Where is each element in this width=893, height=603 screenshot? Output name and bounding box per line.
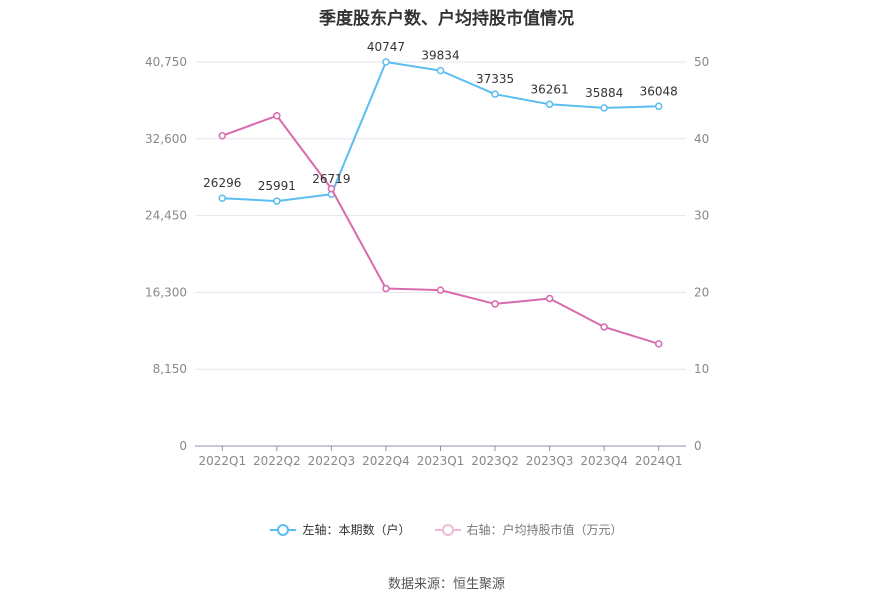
- left-series-point: [545, 100, 554, 109]
- data-label: 26719: [312, 172, 350, 186]
- y-right-tick-label: 30: [694, 209, 709, 223]
- legend-marker-right-icon: [434, 523, 461, 537]
- data-labels: 26296 25991 26719 40747 39834 37335 36261 35884…: [203, 40, 678, 193]
- legend: 左轴：本期数（户） 右轴：户均持股市值（万元）: [0, 521, 893, 538]
- legend-item-left[interactable]: 左轴：本期数（户）: [270, 521, 411, 538]
- left-series-point: [436, 66, 445, 75]
- y-left-tick-label: 32,600: [145, 132, 187, 146]
- data-label: 36048: [640, 84, 678, 98]
- right-series-point: [654, 340, 663, 348]
- data-label: 39834: [421, 49, 459, 63]
- legend-label-left: 左轴：本期数（户）: [302, 523, 411, 537]
- data-label: 25991: [258, 179, 296, 193]
- right-series-point: [273, 112, 281, 120]
- x-tick-label: 2022Q2: [253, 454, 301, 468]
- data-label: 37335: [476, 72, 514, 86]
- y-left-tick-label: 8,150: [153, 362, 187, 376]
- data-label: 35884: [585, 86, 623, 100]
- right-series-point: [436, 286, 445, 294]
- y-left-tick-label: 40,750: [145, 55, 187, 69]
- y-left-tick-label: 0: [179, 439, 187, 453]
- x-tick-label: 2022Q3: [308, 454, 356, 468]
- left-series-point: [382, 58, 390, 66]
- legend-label-right: 右轴：户均持股市值（万元）: [466, 523, 623, 537]
- axes: 0 0 8,150 10 16,300 20 24,450 30 32,600 40 40,750 5…: [145, 55, 709, 468]
- y-left-tick-label: 24,450: [145, 209, 187, 223]
- right-series-point: [491, 300, 499, 308]
- series-lines: [218, 58, 663, 348]
- y-right-tick-label: 0: [694, 439, 702, 453]
- left-series-point: [654, 102, 663, 111]
- left-series-point: [600, 104, 608, 112]
- left-series-point: [273, 197, 281, 205]
- y-right-tick-label: 10: [694, 362, 709, 376]
- left-series-point: [218, 194, 227, 202]
- y-right-tick-label: 20: [694, 285, 709, 299]
- x-tick-label: 2022Q4: [362, 454, 410, 468]
- y-right-tick-label: 50: [694, 55, 709, 69]
- y-left-tick-label: 16,300: [145, 285, 187, 299]
- y-right-tick-label: 40: [694, 132, 709, 146]
- right-series-point: [545, 294, 554, 303]
- x-tick-label: 2022Q1: [198, 454, 246, 468]
- right-series-point: [382, 284, 390, 293]
- x-tick-label: 2023Q2: [471, 454, 519, 468]
- data-label: 40747: [367, 40, 405, 54]
- x-tick-label: 2023Q4: [580, 454, 628, 468]
- data-source: 数据来源：恒生聚源: [387, 577, 505, 592]
- data-label: 26296: [203, 176, 241, 190]
- right-series-point: [600, 323, 608, 331]
- right-series-point: [218, 131, 227, 140]
- right-series-point: [327, 184, 336, 193]
- chart-title: 季度股东户数、户均持股市值情况: [319, 9, 574, 29]
- x-tick-label: 2023Q3: [526, 454, 574, 468]
- x-tick-label: 2023Q1: [417, 454, 465, 468]
- right-series-line: [221, 114, 660, 345]
- data-label: 36261: [531, 82, 569, 96]
- legend-item-right[interactable]: 右轴：户均持股市值（万元）: [434, 521, 623, 538]
- legend-marker-left-icon: [270, 523, 297, 537]
- left-series-point: [491, 90, 499, 98]
- x-tick-label: 2024Q1: [635, 454, 683, 468]
